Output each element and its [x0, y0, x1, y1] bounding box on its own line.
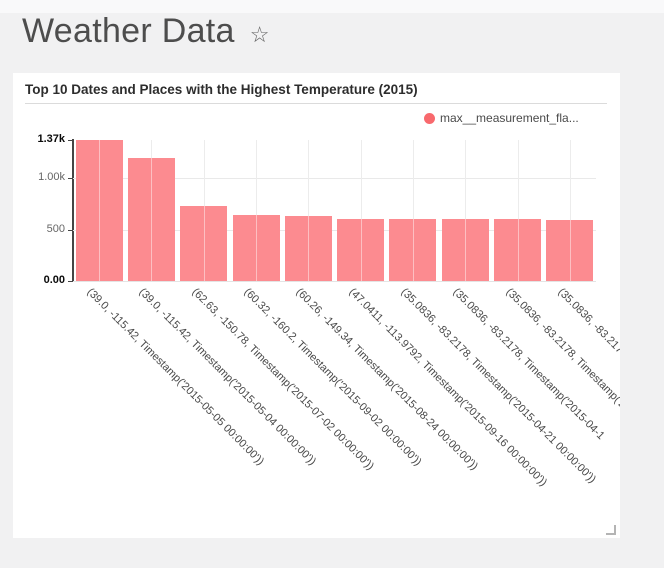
y-axis-tick: [68, 281, 72, 282]
legend-label: max__measurement_fla...: [440, 111, 579, 125]
resize-handle-icon[interactable]: [606, 525, 616, 535]
bar-centerline: [99, 140, 101, 281]
x-axis-label: (60.26, -149.34, Timestamp('2015-08-24 0…: [293, 286, 481, 473]
chart-title: Top 10 Dates and Places with the Highest…: [25, 82, 418, 97]
bar[interactable]: [232, 215, 280, 281]
x-axis-line: [73, 281, 596, 282]
bar[interactable]: [546, 219, 594, 281]
legend-item[interactable]: max__measurement_fla...: [424, 111, 579, 125]
gridline-vertical: [308, 140, 310, 281]
gridline-vertical: [412, 140, 414, 281]
gridline-vertical: [256, 140, 258, 281]
star-favorite-icon[interactable]: ☆: [249, 22, 270, 47]
bar[interactable]: [284, 215, 332, 281]
bar[interactable]: [441, 219, 489, 281]
bar[interactable]: [337, 218, 385, 281]
bar-centerline: [151, 158, 153, 281]
bar[interactable]: [494, 219, 542, 281]
bar[interactable]: [180, 206, 228, 281]
gridline-vertical: [569, 140, 571, 281]
gridline-vertical: [465, 140, 467, 281]
page-title: Weather Data: [22, 12, 235, 50]
bar-centerline: [360, 218, 362, 281]
y-axis-line: [72, 139, 74, 282]
bar-centerline: [203, 206, 205, 281]
bar-centerline: [465, 219, 467, 281]
y-axis-label: 1.37k: [37, 133, 65, 145]
y-axis-tick: [68, 229, 72, 231]
page-header: Weather Data ☆: [22, 12, 269, 51]
x-axis-label: (60.32, -160.2, Timestamp('2015-09-02 00…: [241, 286, 424, 469]
chart-card: Top 10 Dates and Places with the Highest…: [13, 73, 620, 538]
y-axis-label: 500: [46, 222, 65, 235]
x-axis-label: (39.0, -115.42, Timestamp('2015-05-05 00…: [84, 286, 267, 468]
bar-centerline: [308, 215, 310, 281]
title-divider: [25, 103, 607, 104]
plot-area: [73, 140, 596, 281]
bar[interactable]: [127, 158, 175, 281]
x-axis-label: (39.0, -115.42, Timestamp('2015-05-04 00…: [136, 286, 319, 468]
gridline-vertical: [517, 140, 519, 281]
page-top-highlight: [0, 0, 664, 13]
x-axis-label: (35.0836, -83.2178, Timestamp('2015-04-2…: [398, 286, 598, 486]
gridline-horizontal: [73, 229, 596, 231]
y-axis-tick: [68, 178, 72, 180]
legend-dot-icon: [424, 112, 435, 124]
bar[interactable]: [389, 219, 437, 281]
bar-centerline: [412, 219, 414, 281]
chart-area: max__measurement_fla... 0.00 500 1.00k 1.37…: [13, 73, 620, 538]
gridline-vertical: [360, 140, 362, 281]
bar[interactable]: [75, 140, 123, 281]
bar-centerline: [256, 215, 258, 281]
bar-centerline: [569, 219, 571, 281]
y-axis-label: 1.00k: [38, 171, 65, 184]
bar-centerline: [517, 219, 519, 281]
y-axis-tick: [68, 140, 72, 141]
y-axis-label: 0.00: [43, 274, 65, 286]
x-axis-label: (47.0411, -113.9792, Timestamp('2015-09-…: [346, 286, 549, 489]
gridline-horizontal: [73, 178, 596, 180]
x-axis-label: (62.63, -150.78, Timestamp('2015-07-02 0…: [189, 286, 376, 473]
